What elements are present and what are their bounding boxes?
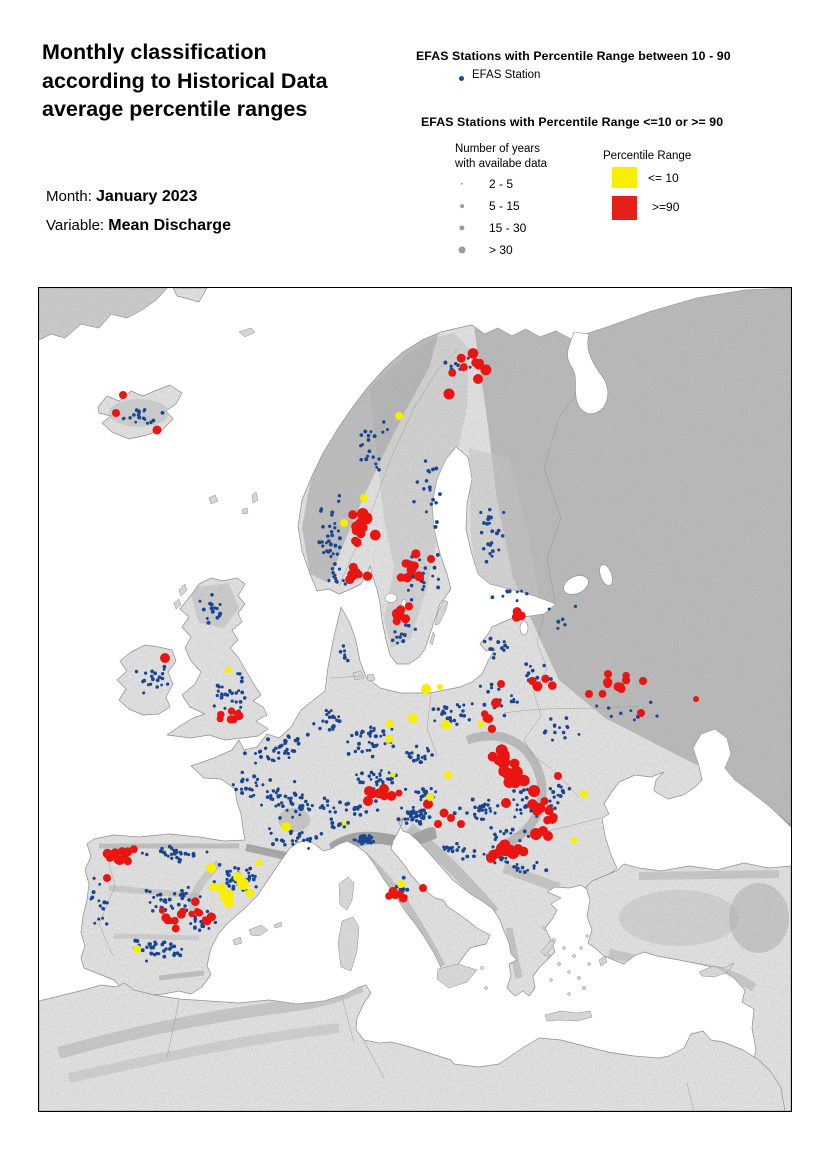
variable-label: Variable:: [46, 217, 105, 234]
percentile-range-title: Percentile Range: [603, 150, 692, 162]
map-land: [39, 288, 791, 1111]
europe-map: [38, 287, 792, 1112]
variable-value: Mean Discharge: [108, 217, 231, 234]
years-legend-title: Number of years with availabe data: [455, 143, 548, 170]
month-value: January 2023: [96, 188, 198, 205]
month-label: Month:: [46, 188, 92, 205]
efas-station-dot-icon: [459, 76, 464, 81]
page-title: Monthly classification according to Hist…: [42, 40, 328, 121]
percentile-high-swatch: [612, 196, 637, 220]
europe-map-svg: [39, 288, 791, 1111]
percentile-low-label: <= 10: [648, 171, 679, 185]
size-dot-icon: [460, 182, 464, 186]
size-dot-icon: [459, 225, 465, 231]
size-dot-icon: [458, 246, 466, 254]
month-row: Month: January 2023: [46, 188, 197, 206]
percentile-high-label: >=90: [652, 200, 680, 214]
variable-row: Variable: Mean Discharge: [46, 217, 231, 235]
map-inland-waters: [384, 331, 613, 636]
station-dots: [89, 348, 699, 963]
size-dot-icon: [460, 204, 464, 208]
efas-station-label: EFAS Station: [472, 69, 541, 81]
legend-between-header: EFAS Stations with Percentile Range betw…: [416, 49, 731, 63]
percentile-low-swatch: [612, 167, 637, 188]
legend-extreme-header: EFAS Stations with Percentile Range <=10…: [421, 115, 724, 129]
map-relief: [39, 288, 791, 1111]
